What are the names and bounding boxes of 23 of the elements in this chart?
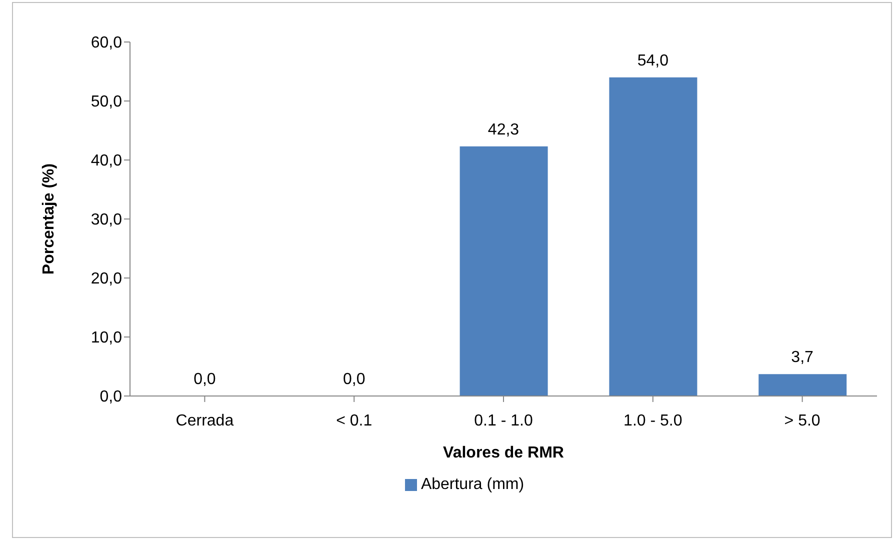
y-tick-label: 0,0 xyxy=(100,388,122,406)
data-label: 54,0 xyxy=(637,52,669,70)
data-label: 42,3 xyxy=(488,121,520,138)
data-label: 3,7 xyxy=(791,349,814,366)
y-tick-label: 30,0 xyxy=(90,212,122,229)
x-axis-title: Valores de RMR xyxy=(443,444,564,462)
y-tick-label: 50,0 xyxy=(90,94,122,111)
x-tick-label: 1.0 - 5.0 xyxy=(624,412,682,430)
bar xyxy=(609,77,698,396)
data-label: 0,0 xyxy=(194,371,216,388)
bar xyxy=(758,374,847,396)
x-tick-label: 0.1 - 1.0 xyxy=(474,412,533,430)
x-tick-label: > 5.0 xyxy=(784,412,820,430)
legend-label: Abertura (mm) xyxy=(420,476,524,493)
y-axis-title: Porcentaje (%) xyxy=(40,163,58,275)
bar xyxy=(460,146,548,396)
x-tick-label: < 0.1 xyxy=(336,412,372,430)
y-tick-label: 10,0 xyxy=(90,330,122,347)
x-tick-label: Cerrada xyxy=(176,412,234,430)
y-tick-label: 60,0 xyxy=(90,34,122,52)
y-tick-label: 40,0 xyxy=(90,152,122,170)
data-label: 0,0 xyxy=(342,371,366,388)
y-tick-label: 20,0 xyxy=(90,270,122,288)
